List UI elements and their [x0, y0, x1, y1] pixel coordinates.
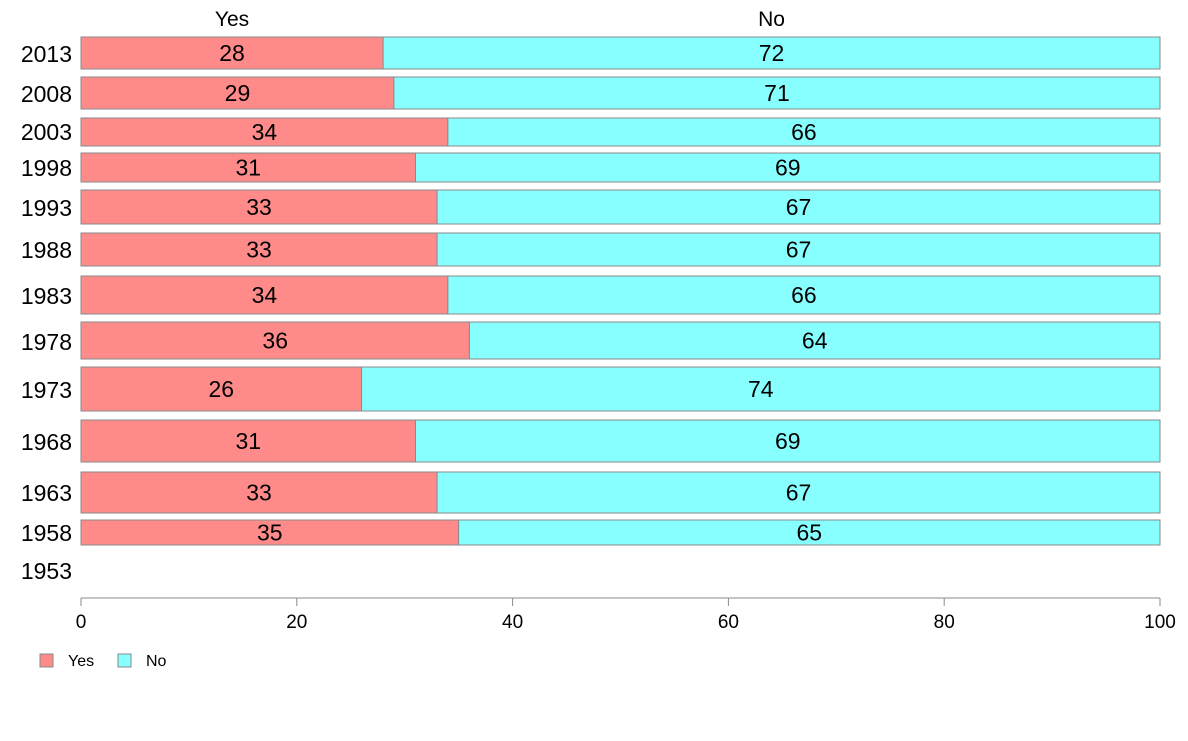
data-label-no-1973: 74	[748, 376, 774, 402]
y-tick-label-1963: 1963	[21, 480, 72, 506]
y-tick-label-1978: 1978	[21, 329, 72, 355]
data-label-yes-1983: 34	[252, 282, 278, 308]
bar-yes-1968	[80, 419, 416, 463]
y-tick-label-1953: 1953	[21, 558, 72, 584]
legend: Yes No	[39, 653, 167, 670]
data-label-no-1978: 64	[802, 328, 828, 354]
data-label-no-1998: 69	[775, 155, 801, 181]
x-tick-label-100: 100	[1144, 612, 1176, 633]
bar-yes-2003	[80, 117, 449, 147]
bar-no-1958	[458, 519, 1161, 546]
data-label-no-1983: 66	[791, 282, 817, 308]
bar-no-1998	[414, 152, 1161, 183]
y-tick-label-1993: 1993	[21, 195, 72, 221]
column-headers: Yes No	[215, 8, 785, 31]
data-label-yes-1993: 33	[246, 194, 272, 220]
data-label-no-2013: 72	[759, 40, 785, 66]
data-label-no-1968: 69	[775, 428, 801, 454]
bar-yes-2013	[80, 36, 384, 70]
legend-swatch-yes	[39, 653, 54, 668]
data-label-yes-2013: 28	[219, 40, 245, 66]
bar-no-1983	[447, 275, 1161, 315]
data-label-yes-1968: 31	[235, 428, 261, 454]
x-tick-label-40: 40	[502, 612, 523, 633]
y-tick-label-2003: 2003	[21, 119, 72, 145]
bar-no-1968	[414, 419, 1161, 463]
bar-no-2003	[447, 117, 1161, 147]
bar-yes-1973	[80, 366, 363, 412]
data-label-no-2008: 71	[764, 80, 790, 106]
bar-yes-1958	[80, 519, 460, 546]
x-tick-label-0: 0	[76, 612, 87, 633]
data-label-no-1988: 67	[786, 237, 812, 263]
data-label-yes-2003: 34	[252, 119, 278, 145]
y-tick-label-1958: 1958	[21, 520, 72, 546]
bar-no-1978	[468, 321, 1161, 360]
bar-no-1973	[361, 366, 1161, 412]
bar-yes-1963	[80, 471, 438, 514]
y-tick-label-1983: 1983	[21, 283, 72, 309]
bar-yes-1998	[80, 152, 416, 183]
y-tick-label-1973: 1973	[21, 377, 72, 403]
y-tick-label-1988: 1988	[21, 237, 72, 263]
bar-yes-1983	[80, 275, 449, 315]
data-label-yes-2008: 29	[225, 80, 251, 106]
data-label-yes-1998: 31	[235, 155, 261, 181]
bar-no-1988	[436, 232, 1161, 267]
data-label-yes-1973: 26	[208, 376, 234, 402]
y-tick-label-1998: 1998	[21, 155, 72, 181]
data-labels-group: 28 72 29 71 34 66 31 69 33 67 33 67 34 66 36 64 26 74 31 69…	[208, 40, 827, 546]
x-tick-label-20: 20	[286, 612, 307, 633]
data-label-yes-1963: 33	[246, 480, 272, 506]
legend-label-no: No	[146, 653, 167, 670]
bar-no-1993	[436, 189, 1161, 225]
bar-yes-1993	[80, 189, 438, 225]
x-tick-label-80: 80	[934, 612, 955, 633]
bar-no-2013	[382, 36, 1161, 70]
legend-label-yes: Yes	[68, 653, 94, 670]
data-label-yes-1978: 36	[262, 328, 288, 354]
y-tick-label-1968: 1968	[21, 429, 72, 455]
y-tick-label-2008: 2008	[21, 81, 72, 107]
data-label-no-2003: 66	[791, 119, 817, 145]
bar-no-1963	[436, 471, 1161, 514]
data-label-no-1993: 67	[786, 194, 812, 220]
bar-no-2008	[393, 76, 1161, 110]
data-label-no-1963: 67	[786, 480, 812, 506]
bar-yes-2008	[80, 76, 395, 110]
data-label-yes-1958: 35	[257, 520, 283, 546]
bars-group	[80, 36, 1161, 546]
x-axis: 0 20 40 60 80 100	[76, 597, 1176, 633]
legend-swatch-no	[117, 653, 132, 668]
column-header-yes: Yes	[215, 8, 249, 31]
y-axis: 2013 2008 2003 1998 1993 1988 1983 1978 1973 1968…	[21, 41, 72, 584]
y-tick-label-2013: 2013	[21, 41, 72, 67]
column-header-no: No	[758, 8, 785, 31]
x-tick-label-60: 60	[718, 612, 739, 633]
data-label-yes-1988: 33	[246, 237, 272, 263]
data-label-no-1958: 65	[797, 520, 823, 546]
